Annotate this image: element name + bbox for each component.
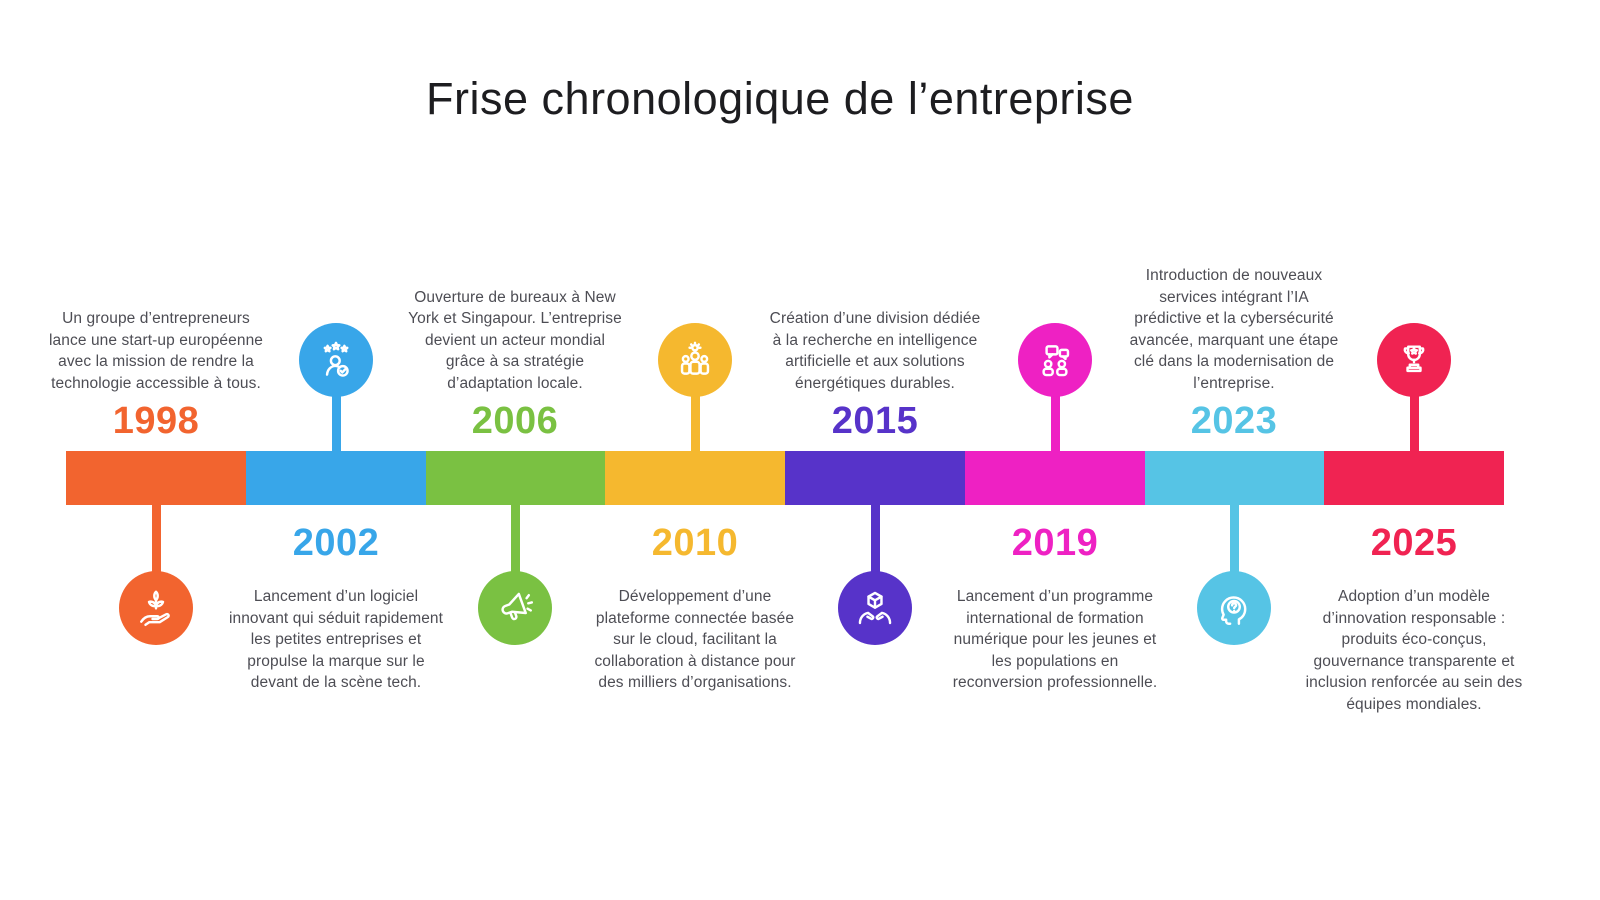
timeline-segment-2025 (1324, 451, 1504, 505)
hands-cube-icon (858, 591, 892, 625)
team-icon (680, 341, 710, 375)
milestone-year: 2010 (651, 522, 739, 564)
milestone-icon-circle (119, 571, 193, 645)
discussion-icon (1042, 345, 1070, 377)
timeline-segment-1998 (66, 451, 246, 505)
milestone-description: Lancement d’un programme international d… (952, 588, 1158, 691)
milestone-2010: 2010 Développement d’une plateforme conn… (585, 0, 805, 900)
milestone-icon-circle (478, 571, 552, 645)
connector-line (1050, 394, 1060, 452)
milestone-2006: Ouverture de bureaux à New York et Singa… (405, 0, 625, 900)
milestone-year: 2015 (831, 400, 919, 442)
timeline-bar (66, 451, 1504, 505)
hand-sprout-icon (140, 590, 170, 627)
megaphone-icon (501, 592, 534, 621)
milestone-1998: Un groupe d’entrepreneurs lance une star… (46, 0, 266, 900)
connector-line (1409, 394, 1419, 452)
milestone-icon-circle (838, 571, 912, 645)
timeline-segment-2006 (425, 451, 606, 505)
head-question-icon (1220, 596, 1247, 625)
milestone-description: Adoption d’un modèle d’innovation respon… (1305, 588, 1523, 713)
milestone-icon-circle (299, 323, 373, 397)
milestone-description: Création d’une division dédiée à la rech… (769, 310, 981, 392)
milestone-description: Développement d’une plateforme connectée… (594, 588, 796, 691)
trophy-icon (1403, 345, 1425, 373)
timeline-segment-2010 (605, 451, 785, 505)
connector-line (151, 505, 161, 575)
milestone-year: 2006 (471, 400, 559, 442)
milestone-year: 2023 (1190, 400, 1278, 442)
connector-line (510, 505, 520, 575)
milestone-icon-circle (658, 323, 732, 397)
milestone-icon-circle (1197, 571, 1271, 645)
milestone-description: Lancement d’un logiciel innovant qui séd… (228, 588, 444, 691)
page-title: Frise chronologique de l’entreprise (426, 73, 1134, 124)
milestone-description: Un groupe d’entrepreneurs lance une star… (48, 310, 264, 392)
milestone-year: 2025 (1370, 522, 1458, 564)
milestone-2019: 2019 Lancement d’un programme internatio… (945, 0, 1165, 900)
timeline-segment-2023 (1144, 451, 1325, 505)
connector-line (331, 394, 341, 452)
milestone-2025: 2025 Adoption d’un modèle d’innovation r… (1304, 0, 1524, 900)
milestone-icon-circle (1377, 323, 1451, 397)
connector-line (870, 505, 880, 575)
timeline-segment-2002 (245, 451, 426, 505)
customer-rating-icon (323, 341, 349, 377)
timeline-segment-2015 (785, 451, 965, 505)
connector-line (1229, 505, 1239, 575)
milestone-2023: Introduction de nouveaux services intégr… (1124, 0, 1344, 900)
milestone-description: Introduction de nouveaux services intégr… (1129, 267, 1339, 392)
milestone-2002: 2002 Lancement d’un logiciel innovant qu… (226, 0, 446, 900)
milestone-2015: Création d’une division dédiée à la rech… (765, 0, 985, 900)
timeline-segment-2019 (964, 451, 1145, 505)
milestone-year: 1998 (112, 400, 200, 442)
milestone-year: 2019 (1011, 522, 1099, 564)
milestone-description: Ouverture de bureaux à New York et Singa… (408, 288, 622, 392)
milestone-icon-circle (1018, 323, 1092, 397)
milestone-year: 2002 (292, 522, 380, 564)
connector-line (690, 394, 700, 452)
